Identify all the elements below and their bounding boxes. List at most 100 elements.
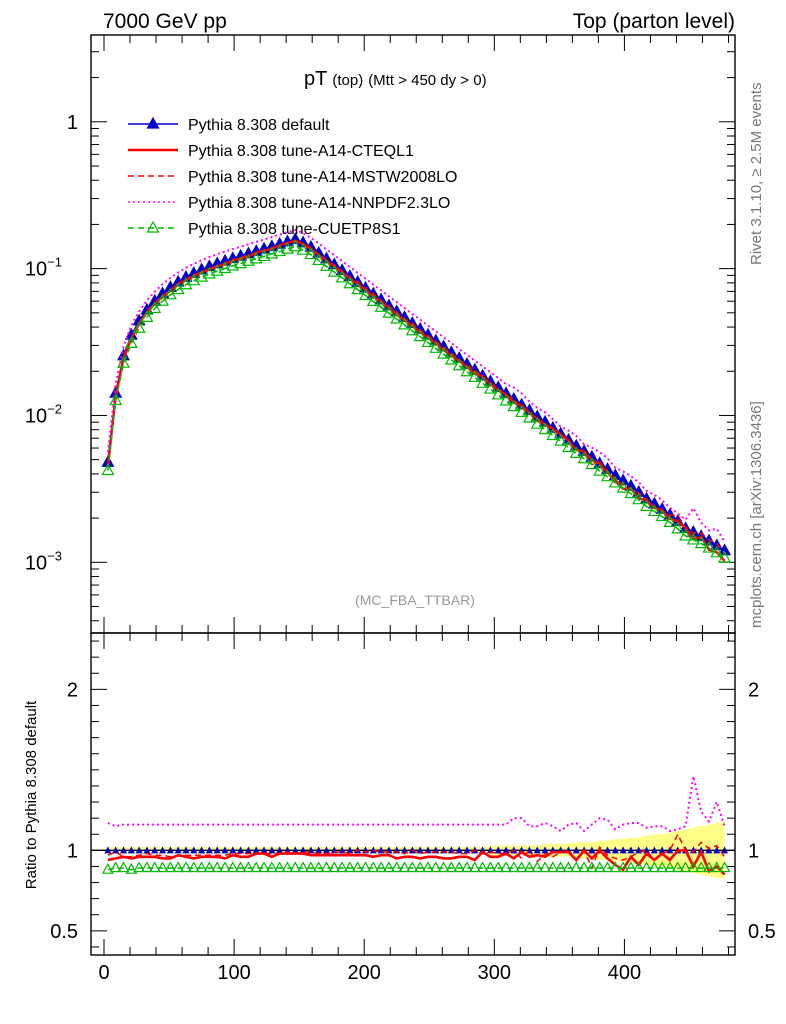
- ratio-data-point: [609, 861, 622, 873]
- ratio-data-point: [718, 861, 731, 873]
- ratio-data-point: [648, 861, 661, 873]
- data-point: [476, 376, 490, 388]
- ratio-data-point: [578, 861, 591, 873]
- y-tick-label-exponent: −3: [47, 548, 62, 563]
- ratio-data-point: [375, 861, 388, 873]
- x-tick-label: 0: [98, 962, 109, 984]
- ratio-data-point: [172, 861, 185, 873]
- y-tick-label: 10−1: [25, 255, 62, 281]
- legend-label: Pythia 8.308 tune-A14-CTEQL1: [188, 143, 414, 160]
- ratio-data-point: [336, 861, 349, 873]
- ratio-data-point: [570, 861, 583, 873]
- data-point: [101, 463, 115, 476]
- data-point: [616, 480, 630, 493]
- data-point: [327, 264, 341, 277]
- reference-point: [619, 846, 627, 854]
- ratio-data-point: [109, 861, 122, 873]
- data-point: [437, 346, 451, 359]
- series-pythia-8-308-tune-a14-nnpdf2-3lo: [106, 228, 726, 543]
- ratio-data-point: [515, 861, 528, 873]
- ratio-y-tick-label-left: 2: [67, 679, 78, 701]
- ratio-y-tick-label-right: 0.5: [748, 921, 776, 943]
- data-point: [218, 261, 232, 274]
- data-point: [483, 381, 497, 394]
- ratio-series-line: [107, 832, 726, 871]
- x-tick-label: 200: [348, 962, 381, 984]
- ratio-data-point: [585, 861, 598, 873]
- legend-item: Pythia 8.308 tune-A14-CTEQL1: [128, 143, 414, 160]
- reference-point: [135, 846, 143, 854]
- data-point: [280, 241, 294, 254]
- reference-point: [198, 846, 206, 854]
- ratio-data-point: [234, 861, 247, 873]
- ratio-data-point: [273, 861, 286, 873]
- ratio-data-point: [156, 861, 169, 873]
- data-point: [655, 509, 669, 522]
- reference-point: [463, 846, 471, 854]
- data-point: [374, 300, 388, 312]
- y-tick-label: 10−3: [25, 548, 62, 574]
- reference-point: [643, 846, 651, 854]
- ratio-data-point: [492, 861, 505, 873]
- ratio-data-point: [671, 861, 684, 873]
- data-point: [671, 521, 685, 534]
- ratio-series-line: [107, 867, 725, 871]
- plot-title-main: pT: [304, 68, 327, 90]
- ratio-data-point: [679, 861, 692, 873]
- ratio-data-point: [195, 861, 208, 873]
- ratio-data-point: [101, 862, 114, 874]
- data-point: [312, 253, 326, 266]
- data-point: [600, 469, 615, 482]
- ratio-data-point: [523, 861, 536, 873]
- reference-point: [346, 846, 354, 854]
- reference-point: [424, 846, 432, 854]
- reference-point: [260, 846, 268, 854]
- ratio-y-tick-label-left: 1: [67, 840, 78, 862]
- data-point: [538, 422, 552, 435]
- ratio-data-point: [203, 861, 216, 873]
- main-plot-panel: 110−110−210−3 pT (top) (Mtt > 450 dy > 0) …: [25, 34, 736, 634]
- data-point: [640, 499, 654, 512]
- ratio-data-point: [437, 861, 450, 873]
- data-point: [226, 258, 240, 271]
- data-point: [140, 310, 154, 322]
- data-point: [249, 251, 263, 264]
- data-point: [405, 323, 419, 336]
- reference-point: [174, 846, 182, 854]
- plot-title-cut: (Mtt > 450 dy > 0): [368, 72, 486, 89]
- data-point: [132, 321, 146, 333]
- ratio-data-point: [632, 861, 645, 873]
- data-point: [117, 355, 131, 368]
- data-point: [366, 294, 380, 307]
- legend-marker: [146, 116, 160, 129]
- ratio-data-point: [710, 861, 723, 873]
- data-point: [694, 536, 708, 549]
- ratio-data-point: [617, 861, 630, 873]
- reference-point: [401, 846, 409, 854]
- data-point: [679, 528, 693, 541]
- reference-point: [572, 846, 580, 854]
- reference-point: [291, 846, 299, 854]
- data-point: [522, 410, 536, 423]
- data-point: [390, 311, 404, 324]
- ratio-y-tick-label-right: 1: [748, 840, 759, 862]
- data-point: [156, 293, 170, 306]
- reference-point: [611, 846, 619, 854]
- ratio-series-layer: [101, 776, 731, 876]
- ratio-data-point: [367, 861, 380, 873]
- ratio-y-tick-label-right: 2: [748, 679, 759, 701]
- ratio-data-point: [624, 861, 637, 873]
- ratio-data-point: [687, 861, 700, 873]
- ratio-data-point: [500, 861, 513, 873]
- reference-point: [112, 846, 120, 854]
- ratio-data-point: [406, 861, 419, 873]
- series-line: [107, 245, 726, 559]
- y-tick-label-base: 10: [25, 259, 47, 281]
- legend-label: Pythia 8.308 default: [188, 117, 330, 134]
- ratio-data-point: [148, 861, 161, 873]
- reference-point: [252, 846, 260, 854]
- plot-title: pT (top) (Mtt > 450 dy > 0): [304, 68, 487, 90]
- reference-point: [190, 846, 198, 854]
- data-point: [288, 239, 302, 252]
